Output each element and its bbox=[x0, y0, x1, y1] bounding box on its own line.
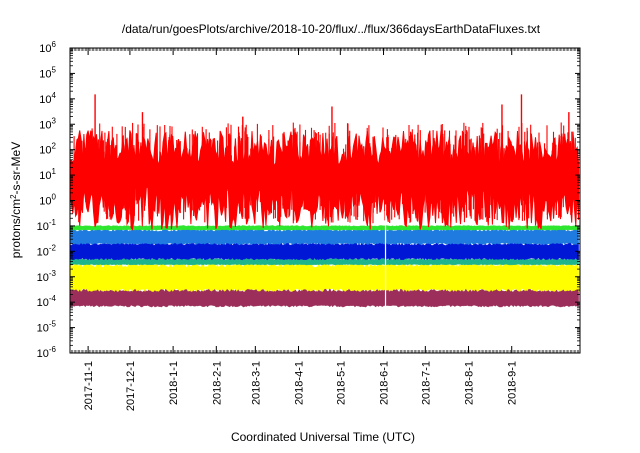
y-tick-exponent: 2 bbox=[52, 142, 57, 151]
y-tick-base: 10 bbox=[37, 323, 49, 335]
x-tick-label: 2018-9-1 bbox=[507, 361, 519, 405]
y-label-rest: -s-sr-MeV bbox=[9, 142, 23, 195]
series-band bbox=[69, 260, 579, 293]
y-tick-exponent: 5 bbox=[52, 65, 57, 74]
x-tick-label: 2018-4-1 bbox=[294, 361, 306, 405]
y-tick-label: 102 bbox=[39, 142, 56, 157]
y-axis-label: protons/cm2-s-sr-MeV bbox=[9, 142, 24, 258]
y-tick-exponent: -1 bbox=[49, 218, 57, 227]
y-tick-exponent: 4 bbox=[52, 91, 57, 100]
y-tick-base: 10 bbox=[37, 272, 49, 284]
x-tick-label: 2017-12-1 bbox=[125, 361, 137, 411]
y-tick-exponent: 0 bbox=[52, 193, 57, 202]
y-tick-base: 10 bbox=[39, 68, 51, 80]
y-tick-base: 10 bbox=[37, 246, 49, 258]
y-tick-label: 10-5 bbox=[37, 320, 57, 335]
series-band bbox=[69, 227, 579, 245]
x-axis: 2017-11-1 2017-12-1 2018-1-1 2018-2-1 2018-3… bbox=[69, 48, 581, 411]
y-tick-base: 10 bbox=[39, 170, 51, 182]
y-tick-base: 10 bbox=[37, 221, 49, 233]
y-tick-base: 10 bbox=[39, 196, 51, 208]
y-tick-label: 103 bbox=[39, 116, 56, 131]
chart-title: /data/run/goesPlots/archive/2018-10-20/f… bbox=[122, 22, 541, 36]
y-tick-base: 10 bbox=[39, 94, 51, 106]
series-band bbox=[69, 241, 579, 261]
x-tick-label: 2018-5-1 bbox=[335, 361, 347, 405]
y-tick-label: 101 bbox=[39, 167, 56, 182]
y-tick-base: 10 bbox=[37, 297, 49, 309]
y-tick-exponent: -3 bbox=[49, 269, 57, 278]
series-band bbox=[69, 287, 579, 308]
y-tick-exponent: 6 bbox=[52, 40, 57, 49]
y-tick-label: 100 bbox=[39, 193, 56, 208]
y-tick-exponent: -5 bbox=[49, 320, 57, 329]
x-tick-label: 2018-7-1 bbox=[420, 361, 432, 405]
x-tick-label: 2018-6-1 bbox=[379, 361, 391, 405]
x-tick-label: 2017-11-1 bbox=[83, 361, 95, 410]
y-tick-label: 106 bbox=[39, 40, 56, 55]
y-tick-label: 10-1 bbox=[37, 218, 57, 233]
y-label-main: protons/cm bbox=[9, 199, 23, 258]
y-axis: 10-610-510-410-310-210-11001011021031041… bbox=[37, 40, 580, 360]
y-tick-exponent: 3 bbox=[52, 116, 57, 125]
y-tick-base: 10 bbox=[37, 348, 49, 360]
series-band bbox=[69, 225, 579, 231]
x-tick-label: 2018-1-1 bbox=[168, 361, 180, 405]
y-tick-label: 104 bbox=[39, 91, 56, 106]
y-tick-base: 10 bbox=[39, 145, 51, 157]
x-axis-label: Coordinated Universal Time (UTC) bbox=[231, 430, 415, 444]
y-tick-exponent: 1 bbox=[52, 167, 57, 176]
y-tick-label: 105 bbox=[39, 65, 56, 80]
y-tick-exponent: -2 bbox=[49, 243, 57, 252]
y-tick-exponent: -6 bbox=[49, 345, 57, 354]
y-label-sup: 2 bbox=[9, 194, 18, 199]
y-tick-label: 10-6 bbox=[37, 345, 57, 360]
y-tick-base: 10 bbox=[39, 43, 51, 55]
y-tick-exponent: -4 bbox=[49, 294, 57, 303]
x-tick-label: 2018-8-1 bbox=[464, 361, 476, 405]
series-layer bbox=[69, 94, 580, 308]
y-tick-base: 10 bbox=[39, 119, 51, 131]
y-tick-label: 10-2 bbox=[37, 243, 57, 258]
x-tick-label: 2018-3-1 bbox=[250, 361, 262, 405]
x-tick-label: 2018-2-1 bbox=[211, 361, 223, 405]
y-tick-label: 10-4 bbox=[37, 294, 57, 309]
y-tick-label: 10-3 bbox=[37, 269, 57, 284]
